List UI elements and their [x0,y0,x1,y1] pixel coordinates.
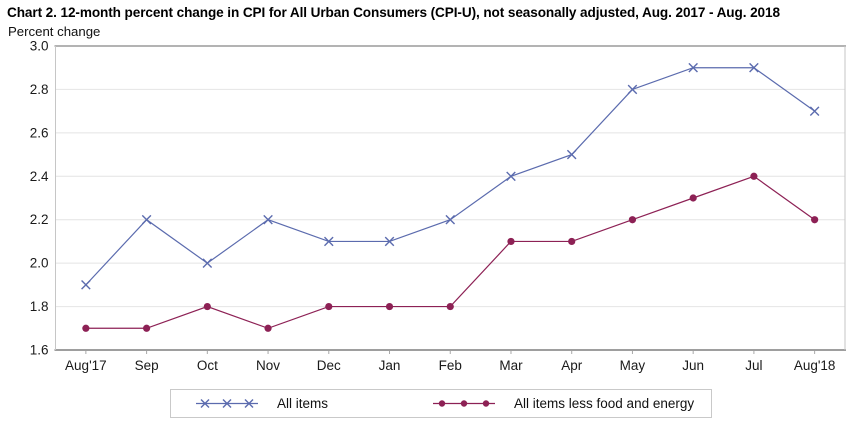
y-tick-label: 2.0 [30,256,49,271]
data-point-marker [689,194,697,202]
x-tick-label: Mar [499,358,523,373]
data-point-marker [568,237,576,246]
data-point-marker [141,214,152,225]
x-tick-label: Sep [135,358,159,373]
data-point-marker [749,62,759,73]
data-point-marker [203,302,211,311]
data-point-marker [566,149,577,160]
legend-entry-all-items: All items [195,396,328,411]
y-tick-label: 3.0 [30,39,49,54]
all-items-less-food-energy-line-icon [433,400,496,407]
x-tick-label: Jul [745,358,762,373]
legend-entry-core: All items less food and energy [432,396,694,411]
data-point-marker [446,302,454,311]
data-point-marker [263,214,273,225]
chart-title: Chart 2. 12-month percent change in CPI … [7,5,780,20]
data-point-marker [81,280,91,290]
y-tick-label: 1.8 [30,299,49,314]
data-point-marker [142,324,151,332]
x-tick-label: Aug'17 [65,358,107,373]
x-tick-label: Feb [439,358,462,373]
x-tick-label: May [620,358,646,373]
y-axis-title: Percent change [8,24,101,39]
x-tick-label: Jun [682,358,704,373]
data-point-marker [445,214,456,225]
data-point-marker [506,171,516,182]
data-point-marker [82,324,90,332]
y-tick-label: 2.6 [30,125,49,140]
x-tick-label: Aug'18 [794,358,836,373]
data-point-marker [627,84,638,95]
data-point-marker [202,258,213,268]
data-point-marker [264,324,272,332]
x-tick-label: Oct [197,358,218,373]
data-point-marker [507,237,515,246]
x-tick-label: Apr [561,358,583,373]
y-tick-label: 2.8 [30,82,49,97]
data-point-marker [688,62,698,73]
data-point-marker [811,216,819,224]
legend-label-core: All items less food and energy [514,396,695,411]
data-point-marker [809,106,820,116]
legend-label-all-items: All items [277,396,329,411]
data-point-marker [384,236,395,247]
data-point-marker [325,302,333,311]
legend: All items All items less food and energy [170,389,712,418]
all-items-line-icon [196,399,258,408]
data-point-marker [628,216,637,224]
data-point-marker [323,236,334,247]
plot-area: 1.6 1.8 2.0 2.2 2.4 2.6 2.8 3.0 Aug'17 Sep Oct Nov D… [30,39,846,373]
y-tick-label: 2.2 [30,212,49,227]
data-point-marker [385,302,394,311]
y-tick-label: 2.4 [30,169,49,184]
x-tick-label: Dec [317,358,341,373]
y-tick-label: 1.6 [30,343,49,358]
x-tick-label: Nov [256,358,280,373]
x-tick-label: Jan [379,358,401,373]
data-point-marker [750,172,758,180]
